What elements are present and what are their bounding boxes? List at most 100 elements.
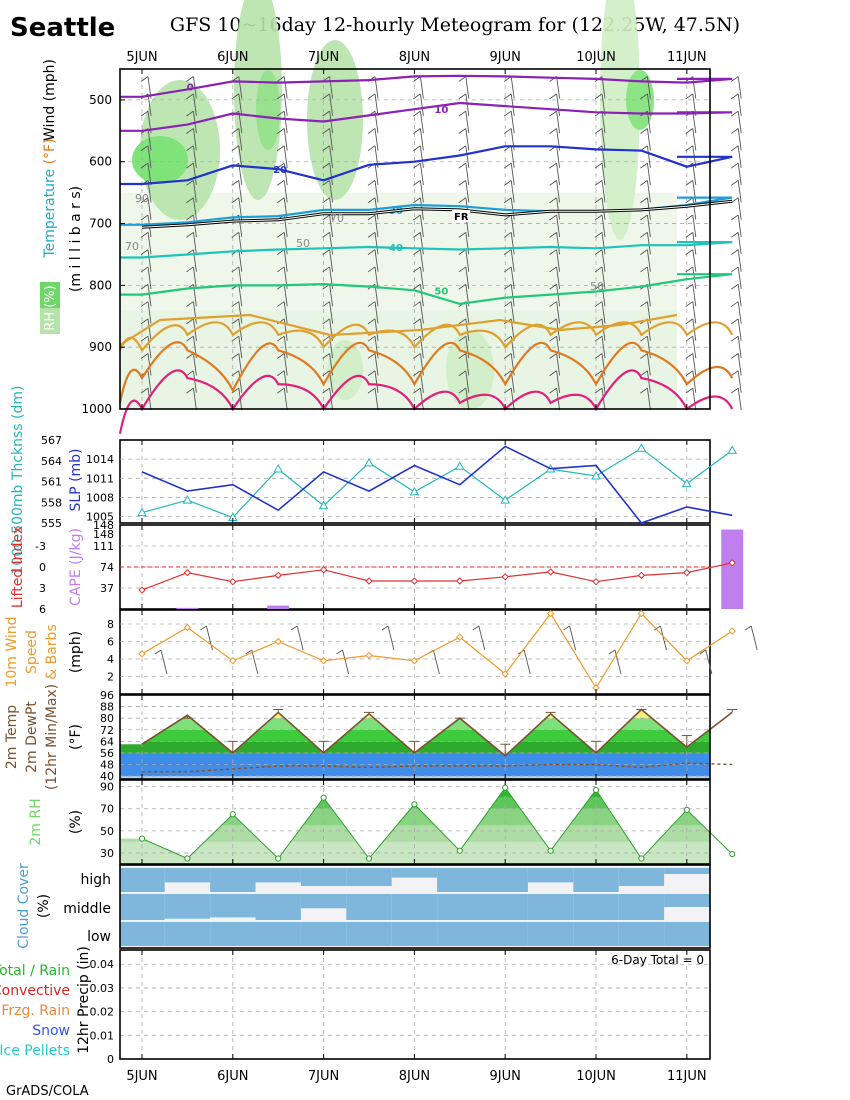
temperature-word: Temperature xyxy=(42,169,58,259)
wind-barb xyxy=(147,353,152,376)
freezing-label-bg xyxy=(452,210,470,222)
wind-barb xyxy=(503,180,512,186)
wind-barb xyxy=(231,145,240,152)
wind-barb xyxy=(276,231,285,238)
surface-wind-barb xyxy=(608,649,616,655)
wind-barb xyxy=(231,353,240,359)
wind-barb xyxy=(147,370,152,393)
wind-barb xyxy=(419,232,424,255)
wind-barb xyxy=(231,231,240,238)
thickness-point xyxy=(681,478,692,488)
city-name: Seattle xyxy=(10,13,115,43)
wind-barb xyxy=(147,388,152,411)
lifted-point xyxy=(365,577,373,585)
cloud-bar-middle xyxy=(210,894,256,918)
wind-barb xyxy=(685,249,694,256)
wind-barb xyxy=(458,180,467,186)
wind-barb xyxy=(730,76,739,82)
surface-wind-barb xyxy=(523,649,531,675)
wind-barb xyxy=(419,145,424,168)
wind-barb xyxy=(283,111,288,134)
wind-barb xyxy=(329,145,334,168)
lifted-point xyxy=(138,586,146,594)
wind-barb xyxy=(737,388,742,411)
slp-line xyxy=(141,445,733,524)
rh-label: 90 xyxy=(135,192,149,205)
isotherm-label: 0 xyxy=(187,82,194,93)
cloud-bar-low xyxy=(437,922,483,946)
wind-barb xyxy=(329,111,334,134)
wind-barb xyxy=(646,145,651,168)
wind-barb xyxy=(238,93,243,116)
wind-barb xyxy=(322,128,330,134)
wind-barb xyxy=(147,301,152,324)
thickness-point xyxy=(409,486,420,496)
wind-barb xyxy=(510,214,515,238)
x-tick-label: 11JUN xyxy=(667,50,707,65)
wind-speed-point xyxy=(138,650,146,658)
wind-barb xyxy=(413,128,421,134)
cloud-bar-middle xyxy=(527,894,574,920)
wind-barb xyxy=(276,387,285,394)
temp-band xyxy=(120,764,710,779)
temp-tick-label: 64 xyxy=(100,735,114,748)
rh-point xyxy=(320,794,327,801)
wind-barb xyxy=(283,336,288,359)
wind-barb xyxy=(465,266,470,290)
wind-barb xyxy=(238,336,243,359)
wind-barb xyxy=(458,76,467,82)
wind-barb xyxy=(192,214,197,238)
lifted-axis-label: Lifted Index xyxy=(10,526,26,608)
wind-barb xyxy=(238,145,243,168)
wind-speed-point xyxy=(410,657,419,665)
wind-barb xyxy=(510,163,515,186)
wind-barb xyxy=(730,93,739,100)
wind-barb xyxy=(322,231,330,238)
wind-barb xyxy=(556,284,561,307)
rh-band xyxy=(120,787,710,798)
cloud-bar-high xyxy=(164,868,211,883)
wind-barb xyxy=(374,301,379,324)
wind-barb xyxy=(465,163,470,186)
wind-barb xyxy=(556,353,561,376)
x-tick-label: 8JUN xyxy=(399,1069,430,1084)
cloud-bar-middle xyxy=(346,894,392,920)
wind-barb xyxy=(419,301,424,324)
lifted-tick-label: 0 xyxy=(39,561,46,574)
wind-barb xyxy=(419,284,424,307)
wind-barb xyxy=(186,231,194,238)
wind-barb xyxy=(186,180,194,186)
rh-line xyxy=(141,786,733,860)
wind-barb xyxy=(510,249,515,272)
wind-barb xyxy=(419,266,424,290)
isotherm-line xyxy=(120,101,733,132)
wind-speed-point xyxy=(365,651,373,660)
rh-blob xyxy=(327,340,363,400)
surface-wind-barb xyxy=(342,649,350,675)
wind-barb xyxy=(730,387,739,394)
wind-barb xyxy=(737,336,742,359)
cape-axis-label: CAPE (J/kg) xyxy=(68,528,84,606)
wind-barb xyxy=(510,232,515,255)
surface-wind-barb xyxy=(245,649,253,655)
wind-barb xyxy=(186,370,194,377)
freezing-label: FR xyxy=(454,212,469,223)
surface-wind-barb xyxy=(659,625,667,651)
wind-barb xyxy=(147,318,152,341)
cloud-bar-high xyxy=(391,868,438,878)
wind-barb xyxy=(322,387,330,394)
wind-barb xyxy=(192,232,197,255)
wind-barb xyxy=(510,301,515,324)
rh-blob xyxy=(256,70,280,150)
cloud-axis-label: Cloud Cover xyxy=(16,863,32,949)
wind-barb xyxy=(730,283,739,290)
wind-barb xyxy=(413,353,421,359)
wind-barb xyxy=(594,353,603,359)
wind-barb xyxy=(147,145,152,168)
wind-barb xyxy=(737,76,742,99)
precip-axis-label: 12hr Precip (in) xyxy=(76,946,92,1054)
wind-barb xyxy=(283,93,288,116)
wind-barb xyxy=(465,301,470,324)
wind-barb xyxy=(192,93,197,116)
isotherm-line xyxy=(120,74,733,98)
